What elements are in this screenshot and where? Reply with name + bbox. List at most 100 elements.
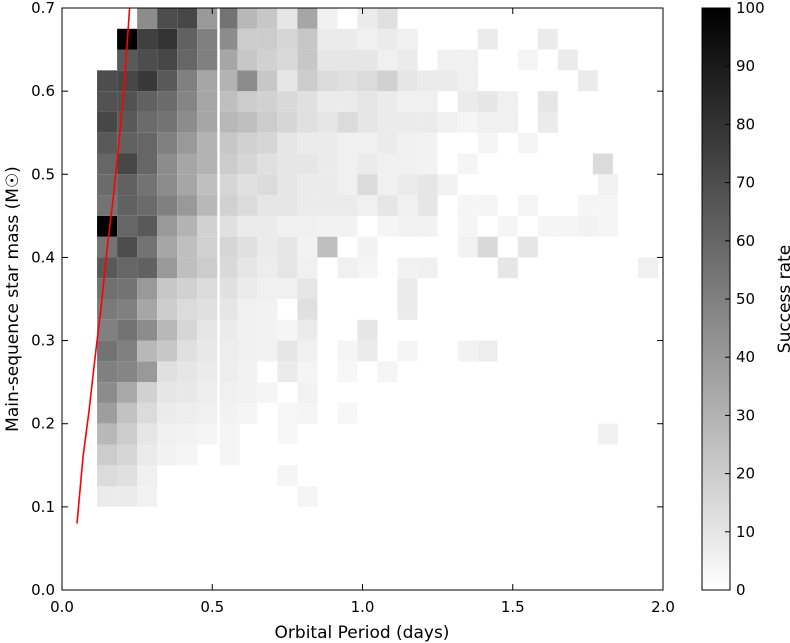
heatmap-cell [117,111,138,133]
heatmap-cell [297,153,318,175]
heatmap-cell [197,111,218,133]
heatmap-cell [117,174,138,196]
heatmap-cell [337,132,358,154]
heatmap-cell [197,278,218,299]
heatmap-cell [277,174,298,196]
heatmap-cell [157,278,178,299]
heatmap-cell [257,91,278,112]
heatmap-cell [337,49,358,71]
heatmap-cell [197,174,218,196]
heatmap-cell [197,8,218,9]
heatmap-cell [297,195,318,216]
heatmap-cell [157,195,178,216]
heatmap-cell [557,49,578,71]
heatmap-cell [457,215,478,237]
heatmap-cell [177,444,198,466]
heatmap-cell [237,236,258,258]
heatmap-cell [97,132,118,154]
heatmap-cell [377,8,398,29]
heatmap-cell [297,111,318,133]
heatmap-cell [417,257,438,279]
heatmap-cell [257,28,278,50]
heatmap-cell [97,382,118,403]
heatmap-cell [377,153,398,175]
heatmap-cell [177,402,198,424]
heatmap-cell [117,278,138,299]
colorbar-tick-label: 10 [736,523,755,541]
heatmap-cell [397,111,418,133]
colorbar-tick-label: 80 [736,115,755,133]
heatmap-cell [157,91,178,112]
heatmap-cell [237,91,258,112]
heatmap-cell [377,111,398,133]
y-tick-label: 0.7 [31,0,55,17]
heatmap-cell [277,153,298,175]
heatmap-cell [237,132,258,154]
heatmap-cell [337,340,358,362]
heatmap-cell [257,236,278,258]
heatmap-cell [117,132,138,154]
heatmap-cell [537,91,558,112]
heatmap-cell [317,8,338,29]
y-tick-label: 0.4 [31,248,55,266]
heatmap-cell [97,91,118,112]
heatmap-cell [237,278,258,299]
heatmap-cell [157,111,178,133]
heatmap-cell [277,465,298,487]
heatmap-cell [157,319,178,341]
heatmap-cell [317,132,338,154]
heatmap-cell [237,195,258,216]
heatmap-cell [237,382,258,403]
heatmap-cell [592,153,613,175]
heatmap-cell [377,28,398,50]
heatmap-cell [177,28,198,50]
heatmap-cell [477,340,498,362]
heatmap-cell [417,91,438,112]
heatmap-cell [197,153,218,175]
heatmap-cell [397,340,418,362]
heatmap-cell [357,319,378,341]
heatmap-cell [317,91,338,112]
heatmap-cell [177,8,198,29]
heatmap-cell [257,111,278,133]
heatmap-cell [219,340,240,362]
heatmap-cell [197,382,218,403]
heatmap-cell [597,215,618,237]
heatmap-cell [237,111,258,133]
heatmap-cell [237,70,258,92]
colorbar-tick-label: 60 [736,232,755,250]
heatmap-cell [177,195,198,216]
heatmap-cell [297,299,318,320]
heatmap-cell [137,465,158,487]
heatmap-cell [157,423,178,445]
heatmap-cell [237,257,258,279]
heatmap-cell [297,174,318,196]
heatmap-cell [197,28,218,50]
heatmap-cell [477,195,498,216]
heatmap-cell [457,70,478,92]
heatmap-cell [177,423,198,445]
heatmap-cell [117,402,138,424]
heatmap-cell [297,8,318,9]
heatmap-cell [219,111,240,133]
heatmap-cell [517,132,538,154]
heatmap-cell [377,195,398,216]
heatmap-cell [337,361,358,383]
heatmap-cell [219,8,240,29]
heatmap-cell [97,340,118,362]
heatmap-cell [277,319,298,341]
heatmap-cell [177,132,198,154]
heatmap-cell [197,132,218,154]
heatmap-cell [97,215,118,237]
heatmap-cell [117,319,138,341]
heatmap-cell [97,195,118,216]
heatmap-cell [357,49,378,71]
heatmap-cell [317,70,338,92]
heatmap-cell [377,91,398,112]
heatmap-cell [277,215,298,237]
heatmap-cell [257,319,278,341]
heatmap-cell [117,236,138,258]
heatmap-cell [197,236,218,258]
heatmap-cell [177,174,198,196]
heatmap-cell [297,402,318,424]
